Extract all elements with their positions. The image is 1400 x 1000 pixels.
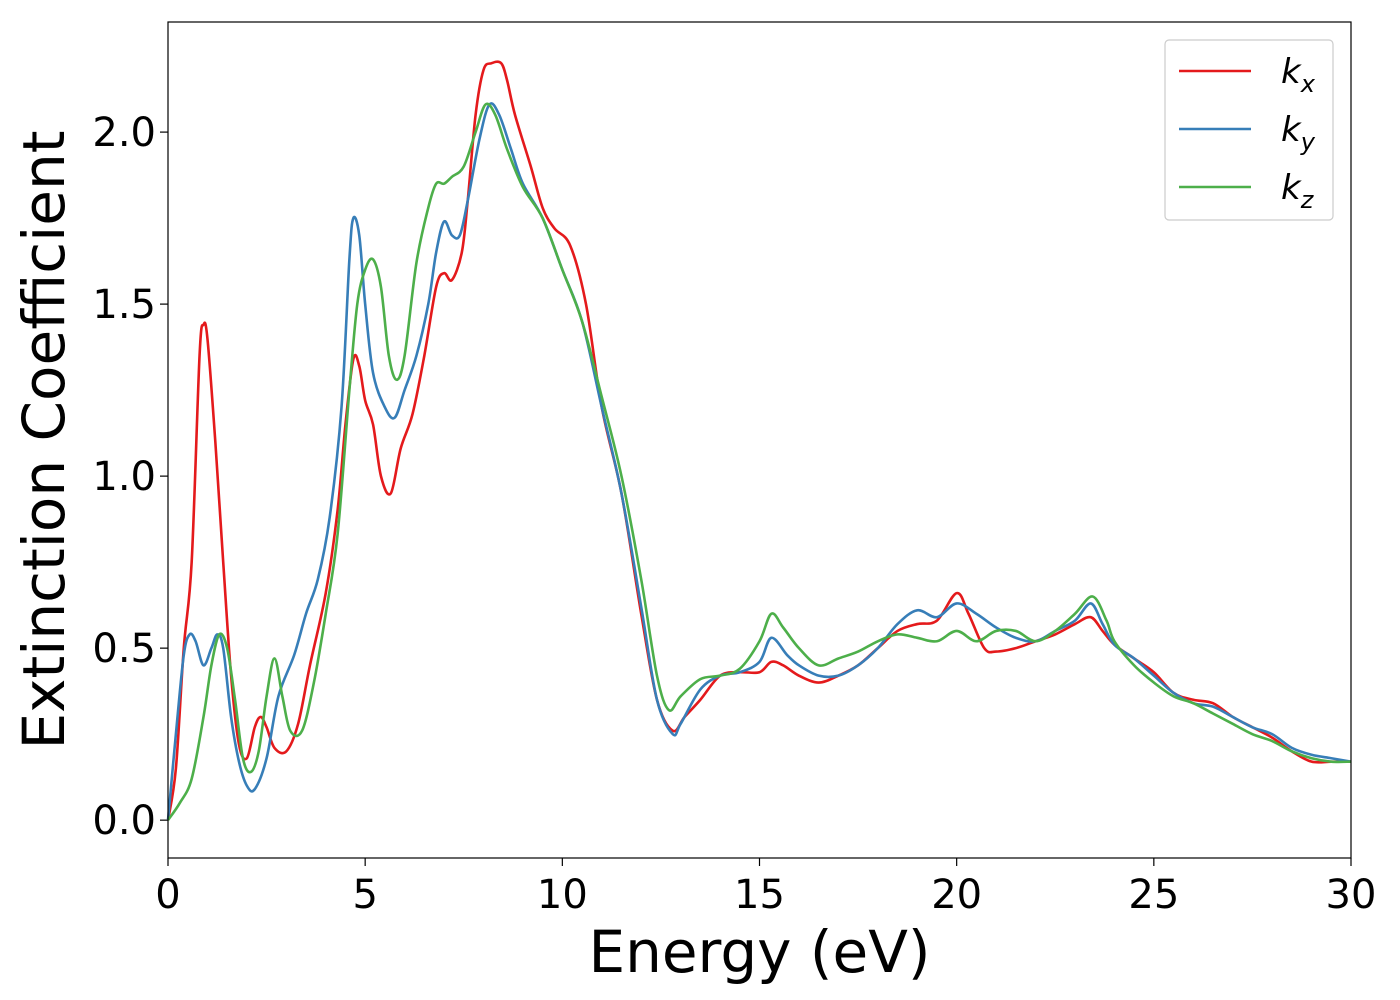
x-tick-label: 15 [734, 872, 785, 918]
legend-label-kz: kz [1281, 168, 1315, 214]
x-tick-label: 30 [1326, 872, 1377, 918]
plot-frame [167, 21, 1352, 859]
y-axis-ticks: 0.0 0.5 1.0 1.5 2.0 [92, 110, 168, 844]
legend-label-main: k [1281, 52, 1302, 92]
legend-label-main: k [1281, 110, 1302, 150]
legend-label-kx: kx [1281, 52, 1316, 98]
legend-label-subscript: x [1300, 70, 1316, 98]
y-tick-label: 2.0 [92, 110, 156, 156]
y-tick-label: 0.0 [92, 798, 156, 844]
y-axis-title: Extinction Coefficient [10, 131, 78, 750]
series-line-kz [166, 102, 1352, 821]
x-tick-label: 5 [352, 872, 377, 918]
y-tick-label: 1.0 [92, 454, 156, 500]
x-tick-label: 0 [155, 872, 180, 918]
y-tick-label: 1.5 [92, 282, 156, 328]
x-tick-label: 10 [537, 872, 588, 918]
x-tick-label: 20 [931, 872, 982, 918]
x-tick-label: 25 [1128, 872, 1179, 918]
legend-label-subscript: y [1300, 128, 1316, 156]
y-tick-label: 0.5 [92, 626, 156, 672]
legend-label-main: k [1281, 168, 1302, 208]
legend-label-subscript: z [1300, 186, 1315, 214]
legend-label-ky: ky [1281, 110, 1316, 156]
x-axis-title: Energy (eV) [588, 918, 930, 986]
x-axis-ticks: 0 5 10 15 20 25 30 [155, 858, 1376, 918]
series-lines [166, 60, 1352, 821]
